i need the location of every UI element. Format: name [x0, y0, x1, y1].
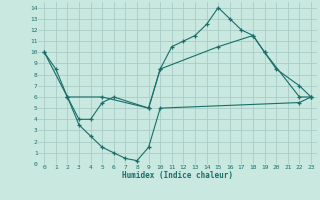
- X-axis label: Humidex (Indice chaleur): Humidex (Indice chaleur): [122, 171, 233, 180]
